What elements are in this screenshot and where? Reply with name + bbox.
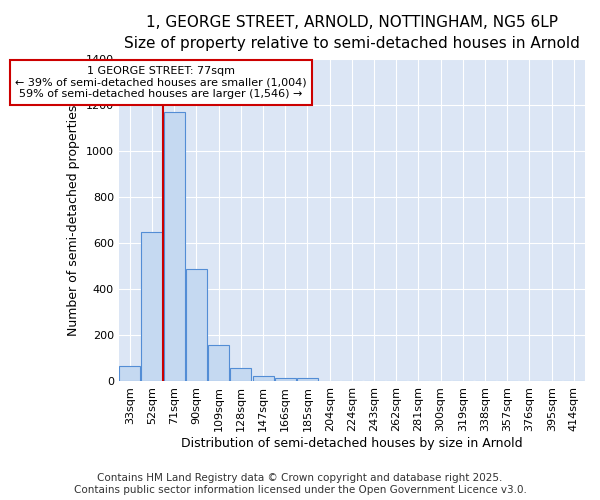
X-axis label: Distribution of semi-detached houses by size in Arnold: Distribution of semi-detached houses by … — [181, 437, 523, 450]
Bar — [142, 232, 163, 382]
Text: Contains HM Land Registry data © Crown copyright and database right 2025.
Contai: Contains HM Land Registry data © Crown c… — [74, 474, 526, 495]
Bar — [119, 366, 140, 382]
Bar — [186, 268, 207, 382]
Title: 1, GEORGE STREET, ARNOLD, NOTTINGHAM, NG5 6LP
Size of property relative to semi-: 1, GEORGE STREET, ARNOLD, NOTTINGHAM, NG… — [124, 15, 580, 51]
Bar — [230, 368, 251, 382]
Bar — [297, 378, 318, 382]
Bar — [208, 344, 229, 382]
Bar — [275, 378, 296, 382]
Text: 1 GEORGE STREET: 77sqm
← 39% of semi-detached houses are smaller (1,004)
59% of : 1 GEORGE STREET: 77sqm ← 39% of semi-det… — [15, 66, 307, 99]
Bar — [253, 376, 274, 382]
Y-axis label: Number of semi-detached properties: Number of semi-detached properties — [67, 104, 80, 336]
Bar — [164, 112, 185, 382]
